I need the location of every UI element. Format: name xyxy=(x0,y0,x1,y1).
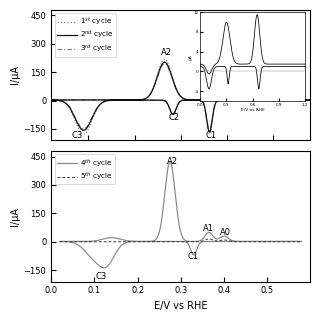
Text: C1: C1 xyxy=(188,252,199,261)
Text: A2: A2 xyxy=(161,48,172,58)
X-axis label: E/V vs RHE: E/V vs RHE xyxy=(154,301,208,311)
Text: C1: C1 xyxy=(205,131,216,140)
Y-axis label: I/μA: I/μA xyxy=(10,66,20,84)
Text: C2: C2 xyxy=(169,113,180,122)
Text: C3: C3 xyxy=(95,272,107,281)
Text: A2: A2 xyxy=(167,157,178,166)
Y-axis label: I/μA: I/μA xyxy=(10,207,20,226)
Text: C3: C3 xyxy=(71,131,82,140)
Text: A0: A0 xyxy=(220,228,231,236)
Legend: 1$^{st}$ cycle, 2$^{nd}$ cycle, 3$^{rd}$ cycle: 1$^{st}$ cycle, 2$^{nd}$ cycle, 3$^{rd}$… xyxy=(55,13,116,57)
Text: A1: A1 xyxy=(213,41,224,50)
Legend: 4$^{th}$ cycle, 5$^{th}$ cycle: 4$^{th}$ cycle, 5$^{th}$ cycle xyxy=(55,155,115,184)
Text: A1: A1 xyxy=(203,224,214,233)
